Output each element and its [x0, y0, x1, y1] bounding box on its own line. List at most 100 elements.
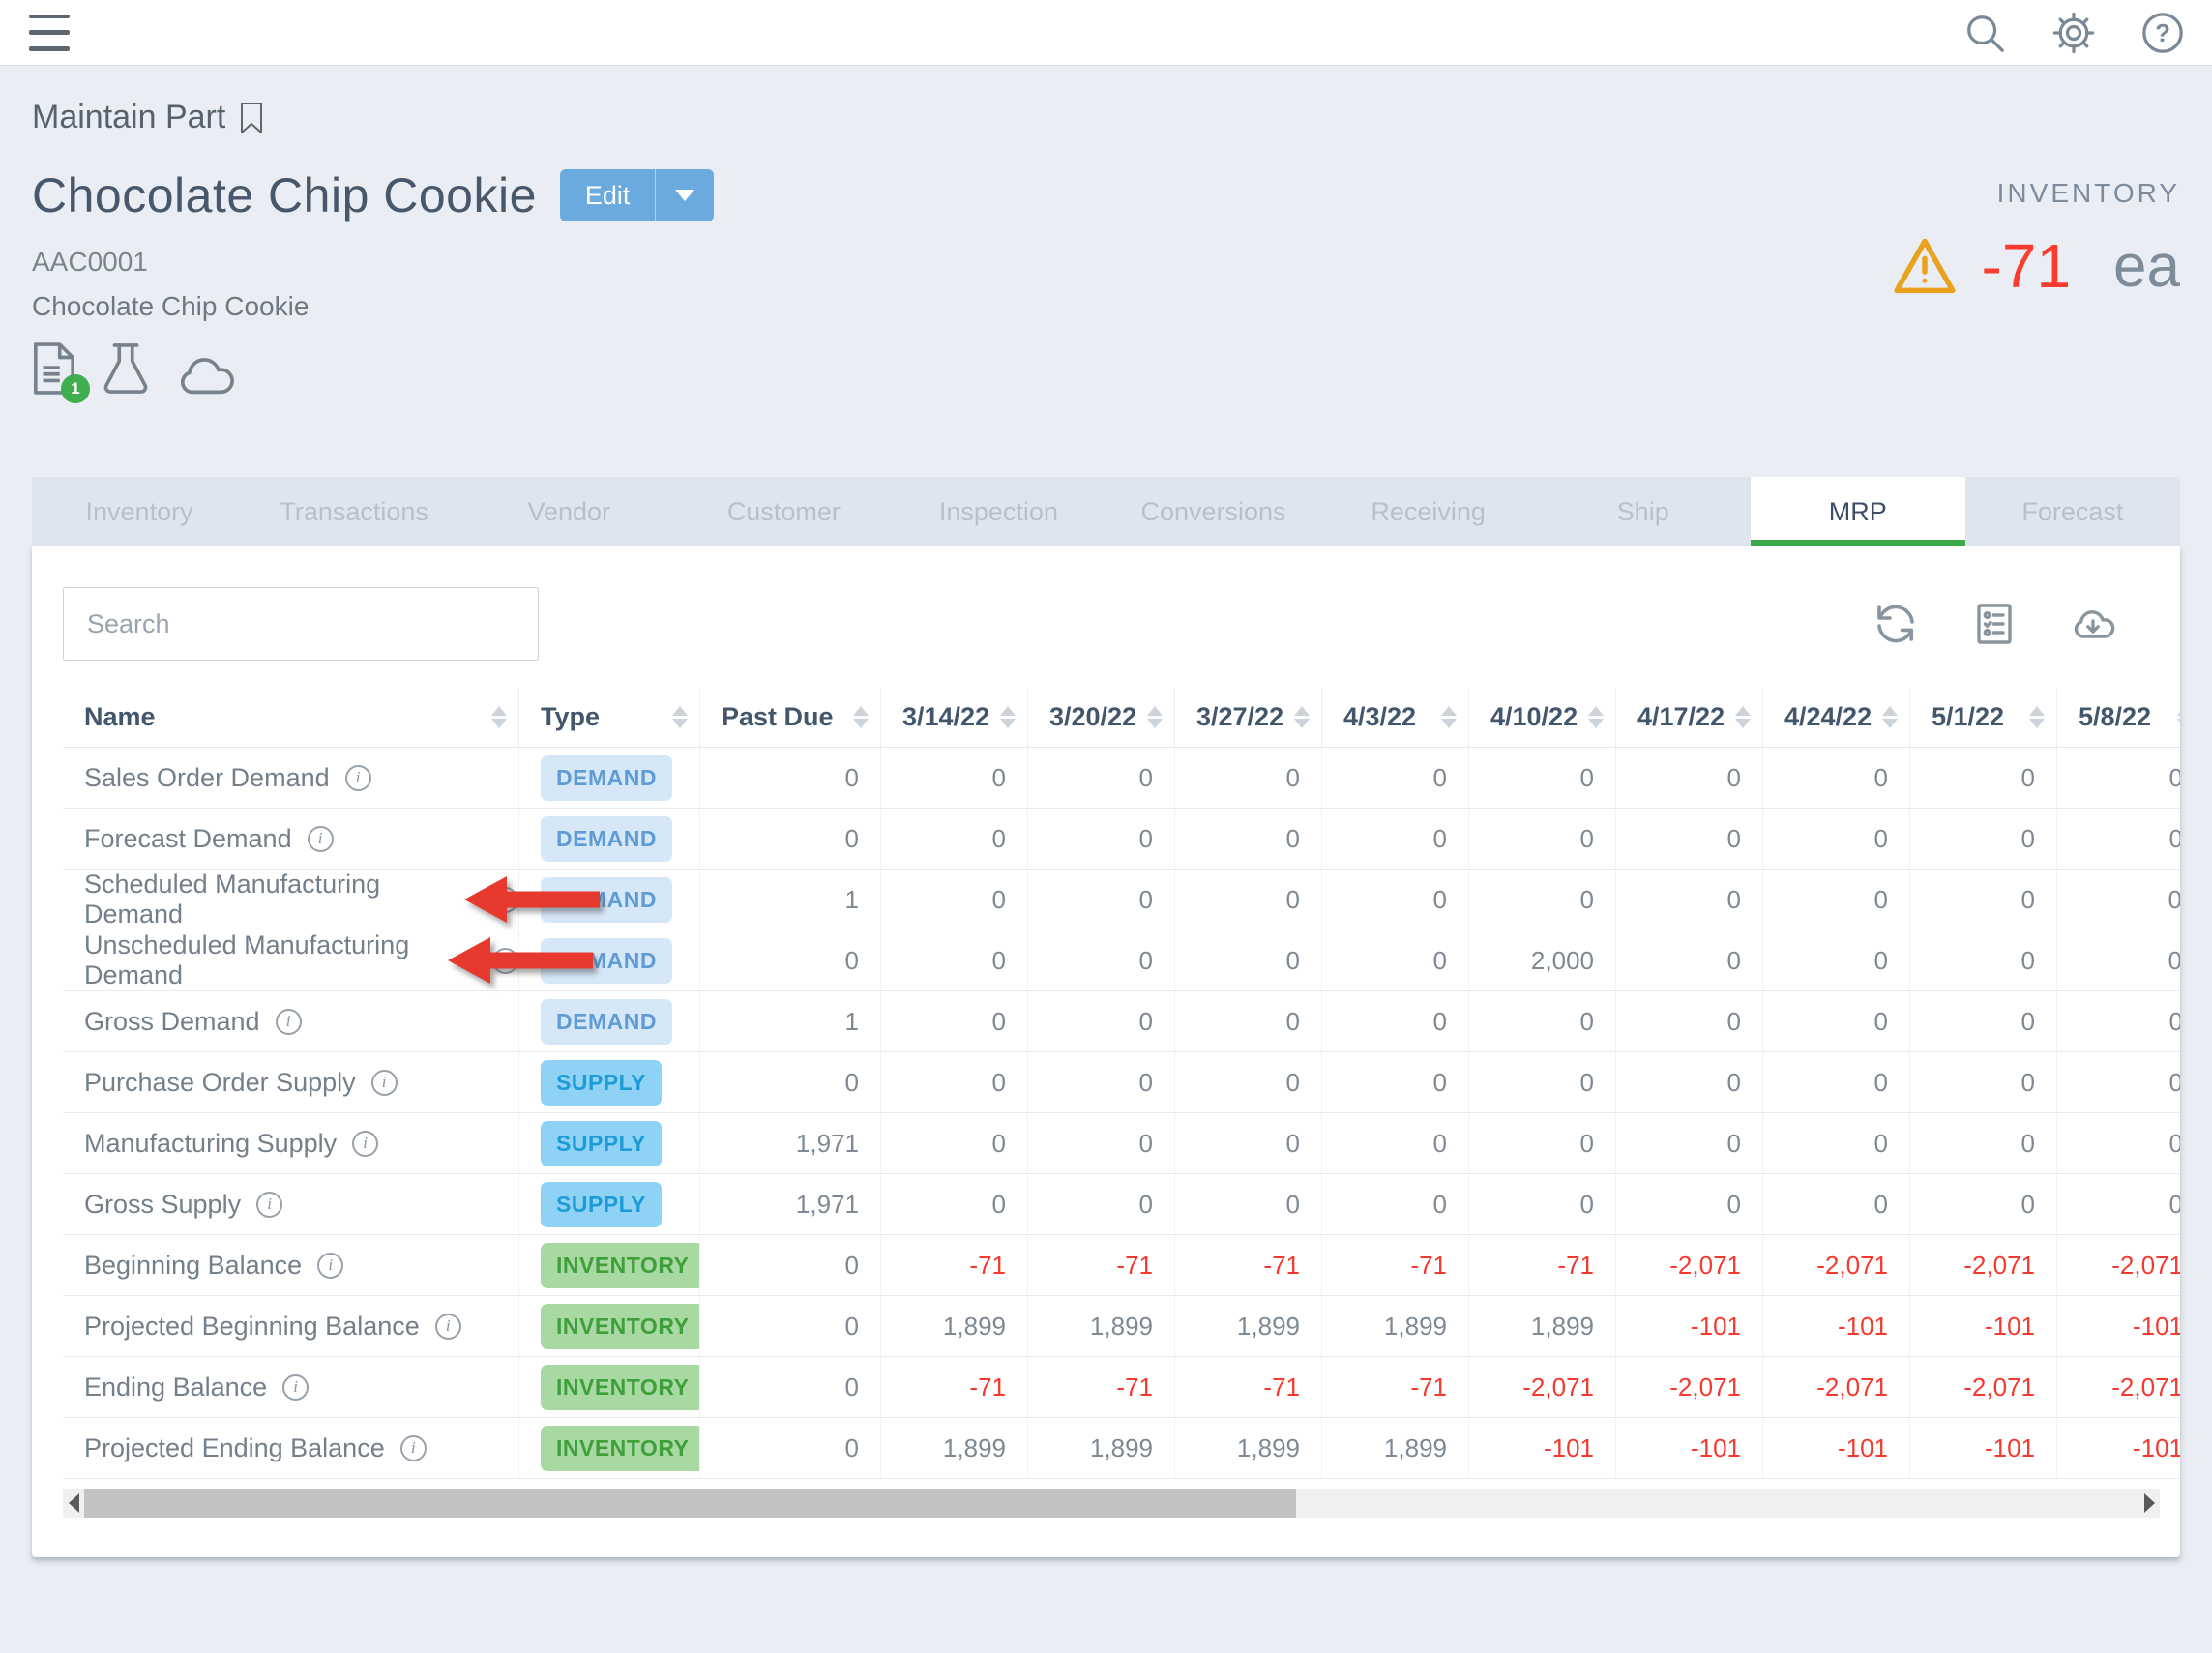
value-cell: 0	[700, 930, 881, 990]
sort-icon	[1147, 706, 1163, 728]
value-cell: -101	[1763, 1418, 1910, 1478]
refresh-icon[interactable]	[1873, 601, 1919, 647]
search-input[interactable]	[63, 587, 539, 661]
row-name-cell: Forecast Demand i	[63, 809, 519, 869]
scrollbar-thumb[interactable]	[84, 1489, 1297, 1518]
value-cell: 0	[1028, 1174, 1175, 1234]
row-name-label: Manufacturing Supply	[84, 1128, 338, 1158]
tab-transactions[interactable]: Transactions	[280, 496, 428, 526]
bookmark-icon[interactable]	[239, 102, 264, 134]
column-header-label: 4/10/22	[1490, 702, 1578, 731]
tab-forecast[interactable]: Forecast	[2021, 496, 2124, 526]
edit-split-button[interactable]: Edit	[559, 169, 715, 221]
tab-inventory[interactable]: Inventory	[85, 496, 193, 526]
flask-icon[interactable]	[102, 341, 150, 396]
scroll-right-arrow-icon[interactable]	[2138, 1489, 2160, 1518]
value-cell: 0	[1028, 748, 1175, 808]
row-type-cell: SUPPLY	[519, 1174, 700, 1234]
table-row: Beginning Balance i INVENTORY 0 -71 -71 -71 -71…	[63, 1235, 2180, 1296]
tab-inspection[interactable]: Inspection	[938, 496, 1058, 526]
info-icon[interactable]: i	[434, 1313, 461, 1340]
info-icon[interactable]: i	[275, 1008, 302, 1035]
column-header-3-27-22[interactable]: 3/27/22	[1175, 688, 1322, 747]
info-icon[interactable]: i	[317, 1252, 344, 1279]
page-header: Maintain Part Chocolate Chip Cookie Edit…	[0, 66, 2212, 403]
sort-icon	[1588, 706, 1604, 728]
value-cell: 0	[1910, 930, 2057, 990]
column-header-type[interactable]: Type	[519, 688, 700, 747]
scrollbar-track[interactable]	[84, 1489, 2138, 1518]
column-header-5-8-22[interactable]: 5/8/22	[2057, 688, 2180, 747]
tab-mrp[interactable]: MRP	[1750, 477, 1965, 546]
column-header-4-10-22[interactable]: 4/10/22	[1469, 688, 1616, 747]
search-icon[interactable]	[1962, 11, 2007, 55]
row-name-label: Forecast Demand	[84, 823, 292, 853]
info-icon[interactable]: i	[344, 764, 371, 791]
value-cell: -2,071	[2111, 1372, 2180, 1402]
tab-conversions[interactable]: Conversions	[1140, 496, 1286, 526]
value-cell: -71	[1175, 1235, 1322, 1295]
help-icon[interactable]: ?	[2140, 11, 2185, 55]
attachment-icons: 1	[32, 338, 2180, 403]
row-name-label: Beginning Balance	[84, 1250, 303, 1280]
value-cell: 0	[1910, 870, 2057, 930]
row-name-label: Gross Demand	[84, 1006, 260, 1036]
value-cell: 0	[881, 1052, 1028, 1112]
edit-button[interactable]: Edit	[584, 180, 631, 210]
value-cell: -2,071	[2111, 1250, 2180, 1280]
document-icon[interactable]: 1	[32, 341, 90, 403]
column-header-3-20-22[interactable]: 3/20/22	[1028, 688, 1175, 747]
info-icon[interactable]: i	[399, 1434, 427, 1461]
checklist-icon[interactable]	[1971, 601, 2018, 647]
hamburger-menu-icon[interactable]	[29, 14, 72, 51]
tab-ship[interactable]: Ship	[1616, 496, 1669, 526]
column-header-name[interactable]: Name	[63, 688, 519, 747]
info-icon[interactable]: i	[256, 1191, 283, 1218]
cloud-icon[interactable]	[175, 351, 235, 396]
sort-icon	[672, 706, 688, 728]
row-name-label: Gross Supply	[84, 1189, 242, 1219]
row-name-cell: Purchase Order Supply i	[63, 1052, 519, 1112]
column-header-label: 5/8/22	[2079, 702, 2152, 731]
cloud-download-icon[interactable]	[2070, 601, 2116, 647]
gear-icon[interactable]	[2051, 11, 2096, 55]
column-header-5-1-22[interactable]: 5/1/22	[1910, 688, 2057, 747]
row-name-label: Unscheduled Manufacturing Demand	[84, 930, 410, 989]
info-icon[interactable]: i	[492, 947, 518, 974]
column-header-past-due[interactable]: Past Due	[700, 688, 881, 747]
value-cell: 0	[1469, 870, 1616, 930]
column-header-4-3-22[interactable]: 4/3/22	[1322, 688, 1469, 747]
info-icon[interactable]: i	[492, 886, 518, 913]
info-icon[interactable]: i	[370, 1069, 398, 1096]
info-icon[interactable]: i	[282, 1373, 310, 1401]
column-header-3-14-22[interactable]: 3/14/22	[881, 688, 1028, 747]
row-type-cell: DEMAND	[519, 930, 700, 990]
value-cell: 0	[1322, 930, 1469, 990]
part-description: Chocolate Chip Cookie	[32, 291, 310, 321]
value-cell: 0	[881, 1113, 1028, 1173]
tab-customer[interactable]: Customer	[726, 496, 841, 526]
horizontal-scrollbar[interactable]	[63, 1489, 2160, 1518]
info-icon[interactable]: i	[307, 825, 334, 852]
scroll-left-arrow-icon[interactable]	[63, 1489, 84, 1518]
value-cell: 0	[1469, 748, 1616, 808]
row-name-cell: Scheduled Manufacturing Demand i	[63, 870, 519, 930]
column-header-4-17-22[interactable]: 4/17/22	[1616, 688, 1763, 747]
value-cell: 0	[1028, 1113, 1175, 1173]
value-cell: 0	[1763, 1174, 1910, 1234]
value-cell: 0	[1616, 991, 1763, 1051]
value-cell: 0	[881, 870, 1028, 930]
value-cell: 0	[1175, 809, 1322, 869]
value-cell: 0	[1322, 809, 1469, 869]
page-title: Maintain Part	[32, 99, 226, 135]
tab-receiving[interactable]: Receiving	[1371, 496, 1486, 526]
value-cell: 0	[700, 809, 881, 869]
column-header-4-24-22[interactable]: 4/24/22	[1763, 688, 1910, 747]
value-cell: 1,899	[1028, 1296, 1175, 1356]
tab-vendor[interactable]: Vendor	[527, 496, 611, 526]
edit-dropdown-button[interactable]	[655, 169, 714, 221]
row-type-cell: DEMAND	[519, 870, 700, 930]
info-icon[interactable]: i	[352, 1130, 379, 1157]
value-cell: -2,071	[1910, 1235, 2057, 1295]
value-cell: 0	[1322, 991, 1469, 1051]
